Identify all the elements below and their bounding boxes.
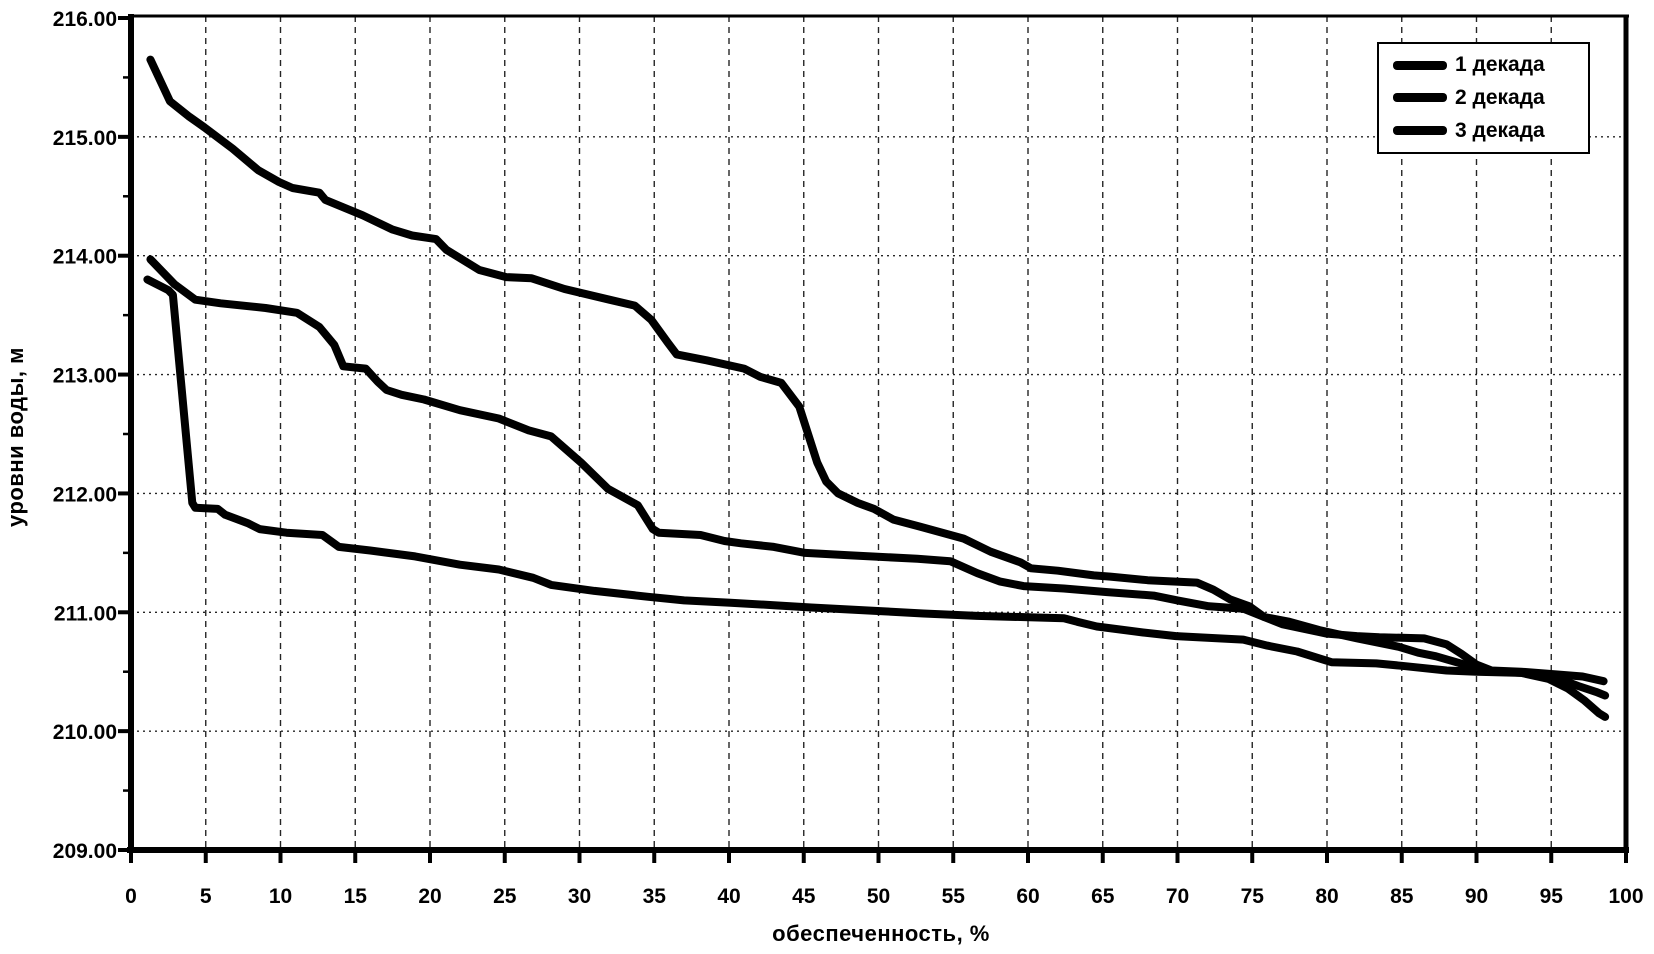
legend-item: 3 декада	[1393, 119, 1584, 143]
x-tick-label: 0	[125, 885, 137, 908]
line-swatch-icon	[1393, 126, 1447, 136]
line-swatch-icon	[1393, 93, 1447, 103]
legend-item-label: 2 декада	[1455, 85, 1545, 109]
x-tick-label: 25	[493, 885, 517, 908]
x-tick-label: 45	[792, 885, 816, 908]
x-tick-label: 75	[1241, 885, 1265, 908]
x-tick-label: 35	[643, 885, 667, 908]
x-tick-label: 5	[200, 885, 212, 908]
x-tick-label: 100	[1608, 885, 1643, 908]
x-tick-label: 30	[568, 885, 591, 908]
y-tick-label: 211.00	[54, 602, 117, 625]
x-tick-label: 20	[418, 885, 441, 908]
x-tick-label: 40	[717, 885, 740, 908]
y-tick-label: 212.00	[53, 483, 117, 506]
y-tick-label: 210.00	[53, 721, 117, 744]
x-tick-label: 15	[344, 885, 368, 908]
legend: 1 декада 2 декада 3 декада	[1377, 42, 1590, 154]
legend-item: 2 декада	[1393, 86, 1584, 110]
x-tick-label: 70	[1166, 885, 1189, 908]
x-tick-label: 90	[1465, 885, 1488, 908]
x-tick-label: 95	[1540, 885, 1564, 908]
x-tick-label: 50	[867, 885, 890, 908]
y-tick-label: 213.00	[53, 365, 117, 388]
y-tick-label: 215.00	[53, 127, 117, 150]
y-axis-title: уровни воды, м	[3, 347, 28, 528]
x-tick-label: 65	[1091, 885, 1115, 908]
x-tick-label: 80	[1315, 885, 1338, 908]
x-tick-label: 55	[942, 885, 966, 908]
y-tick-label: 209.00	[53, 840, 117, 863]
x-tick-label: 10	[269, 885, 292, 908]
y-tick-label: 214.00	[53, 246, 117, 269]
x-tick-label: 85	[1390, 885, 1414, 908]
line-swatch-icon	[1393, 60, 1447, 70]
y-tick-label: 216.00	[53, 8, 117, 31]
legend-item: 1 декада	[1393, 53, 1584, 77]
legend-item-label: 3 декада	[1455, 118, 1545, 142]
series-line-2	[146, 255, 1610, 700]
series-line-3	[143, 275, 1610, 721]
x-axis-title: обеспеченность, %	[772, 921, 990, 946]
x-tick-label: 60	[1016, 885, 1039, 908]
legend-item-label: 1 декада	[1455, 53, 1545, 77]
